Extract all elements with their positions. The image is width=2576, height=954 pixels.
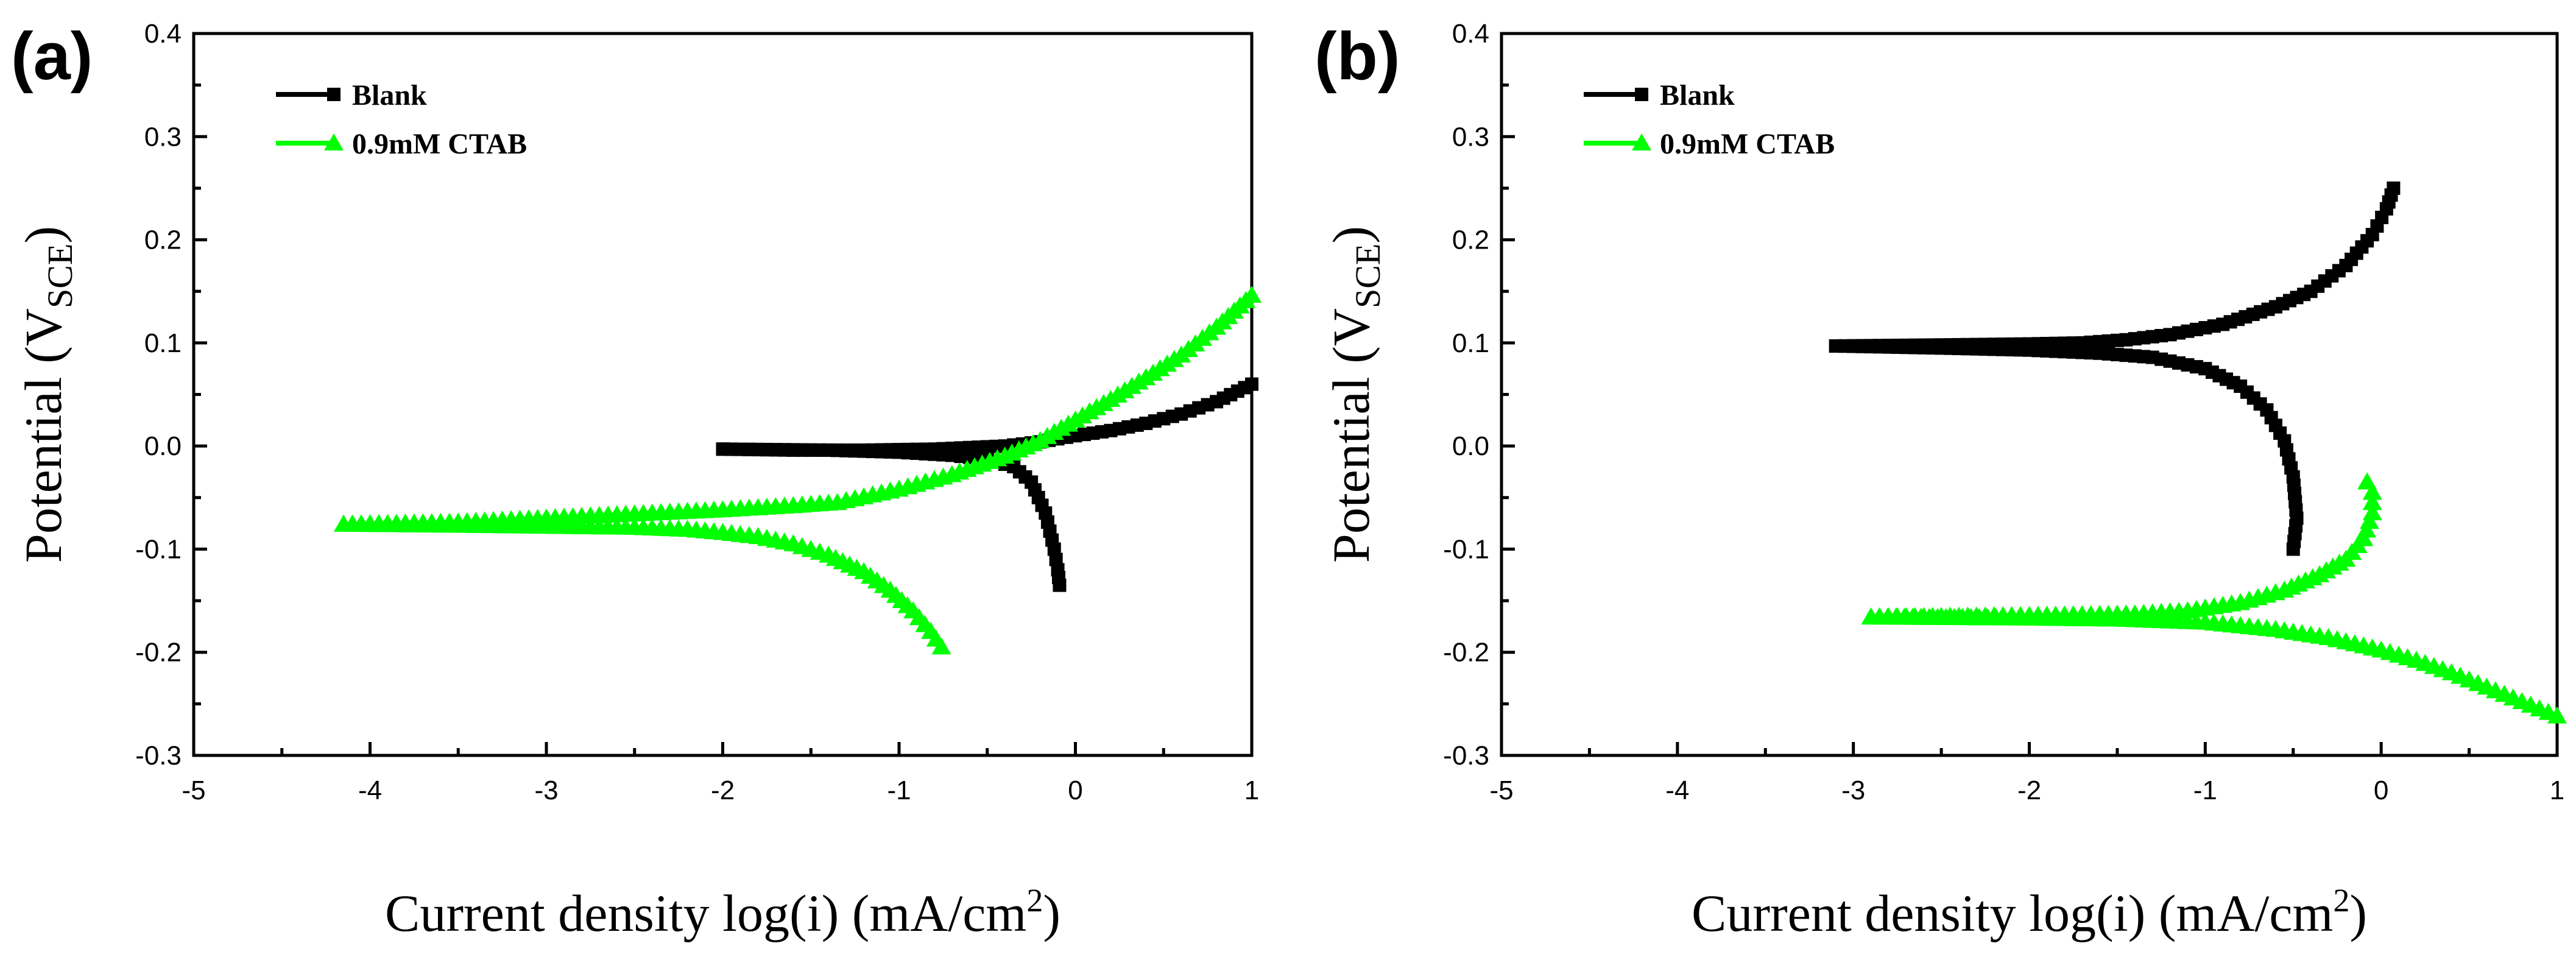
y-tick-label: -0.3 xyxy=(135,741,182,771)
y-tick-label: -0.1 xyxy=(135,534,182,564)
series-ctab xyxy=(1861,472,2567,724)
x-tick-label: 0 xyxy=(1068,776,1082,805)
data-marker xyxy=(2362,493,2382,511)
x-tick-label: -4 xyxy=(358,776,382,805)
legend: Blank 0.9mM CTAB xyxy=(276,79,527,160)
legend-marker xyxy=(327,88,341,101)
y-tick-label: 0.3 xyxy=(1452,122,1489,152)
x-tick-label: -2 xyxy=(2017,776,2041,805)
x-tick-label: -3 xyxy=(1841,776,1865,805)
x-tick-label: -1 xyxy=(887,776,911,805)
series-ctab xyxy=(334,285,1262,655)
y-tick-label: -0.1 xyxy=(1443,534,1489,564)
data-marker xyxy=(1053,578,1067,592)
legend-marker xyxy=(324,133,344,150)
series-line-anodic xyxy=(344,294,1254,526)
y-tick-label: 0.2 xyxy=(144,225,182,255)
x-tick-label: 1 xyxy=(1244,776,1259,805)
legend-entry: 0.9mM CTAB xyxy=(1660,128,1835,160)
y-tick-label: -0.2 xyxy=(135,638,182,668)
x-tick-label: 1 xyxy=(2550,776,2564,805)
y-tick-label: 0.4 xyxy=(144,19,182,49)
x-tick-label: 0 xyxy=(2374,776,2388,805)
legend-entry: Blank xyxy=(352,79,427,111)
data-marker xyxy=(2286,542,2300,556)
data-marker xyxy=(2354,529,2374,546)
y-tick-label: 0.1 xyxy=(1452,328,1489,358)
x-tick-label: -5 xyxy=(1489,776,1513,805)
y-tick-label: 0.2 xyxy=(1452,225,1489,255)
panel-label: (a) xyxy=(11,19,93,94)
legend-marker xyxy=(1635,88,1648,101)
data-marker xyxy=(2357,472,2377,490)
x-axis-title: Current density log(i) (mA/cm2) xyxy=(1692,882,2367,942)
series-line-cathodic xyxy=(344,522,943,648)
panel-b: (b) -5 -4 -3 -2 -1 0 1 -0.3 -0.2 -0.1 0.0 0.1 0.2 0.3 0… xyxy=(1314,19,2567,942)
data-marker xyxy=(1245,377,1258,391)
y-axis-title: Potential (VSCE) xyxy=(14,226,80,563)
y-tick-label: -0.2 xyxy=(1443,638,1489,668)
y-tick-label: 0.0 xyxy=(1452,431,1489,461)
series-line-anodic xyxy=(1835,187,2396,348)
data-marker xyxy=(2359,512,2379,529)
data-marker xyxy=(2362,482,2382,500)
x-axis-title: Current density log(i) (mA/cm2) xyxy=(385,882,1060,942)
legend-marker xyxy=(1632,133,1651,150)
series-blank xyxy=(1829,181,2401,556)
x-tick-label: -3 xyxy=(534,776,558,805)
y-tick-label: 0.0 xyxy=(144,431,182,461)
legend-entry: Blank xyxy=(1660,79,1735,111)
data-marker xyxy=(2547,706,2567,724)
y-tick-label: 0.3 xyxy=(144,122,182,152)
data-marker xyxy=(2387,181,2401,195)
series-blank xyxy=(716,377,1258,592)
panel-a: (a) -5 -4 -3 -2 -1 0 1 -0.3 -0.2 -0.1 0.0 0.1 0.2 0.3 0… xyxy=(11,19,1262,942)
legend-entry: 0.9mM CTAB xyxy=(352,128,527,160)
y-tick-label: 0.4 xyxy=(1452,19,1489,49)
x-tick-label: -4 xyxy=(1665,776,1689,805)
x-tick-label: -2 xyxy=(711,776,735,805)
y-tick-label: -0.3 xyxy=(1443,741,1489,771)
data-marker xyxy=(1047,542,1061,556)
data-marker xyxy=(931,637,951,655)
legend: Blank 0.9mM CTAB xyxy=(1584,79,1835,160)
series-line-cathodic xyxy=(1871,615,2558,718)
data-marker xyxy=(2362,503,2382,521)
x-tick-label: -5 xyxy=(182,776,205,805)
data-marker xyxy=(2357,520,2377,538)
panel-label: (b) xyxy=(1314,19,1400,94)
data-marker xyxy=(1049,553,1063,567)
data-marker xyxy=(1242,285,1262,303)
y-tick-label: 0.1 xyxy=(144,328,182,358)
y-axis-title: Potential (VSCE) xyxy=(1322,226,1388,563)
x-tick-label: -1 xyxy=(2193,776,2217,805)
